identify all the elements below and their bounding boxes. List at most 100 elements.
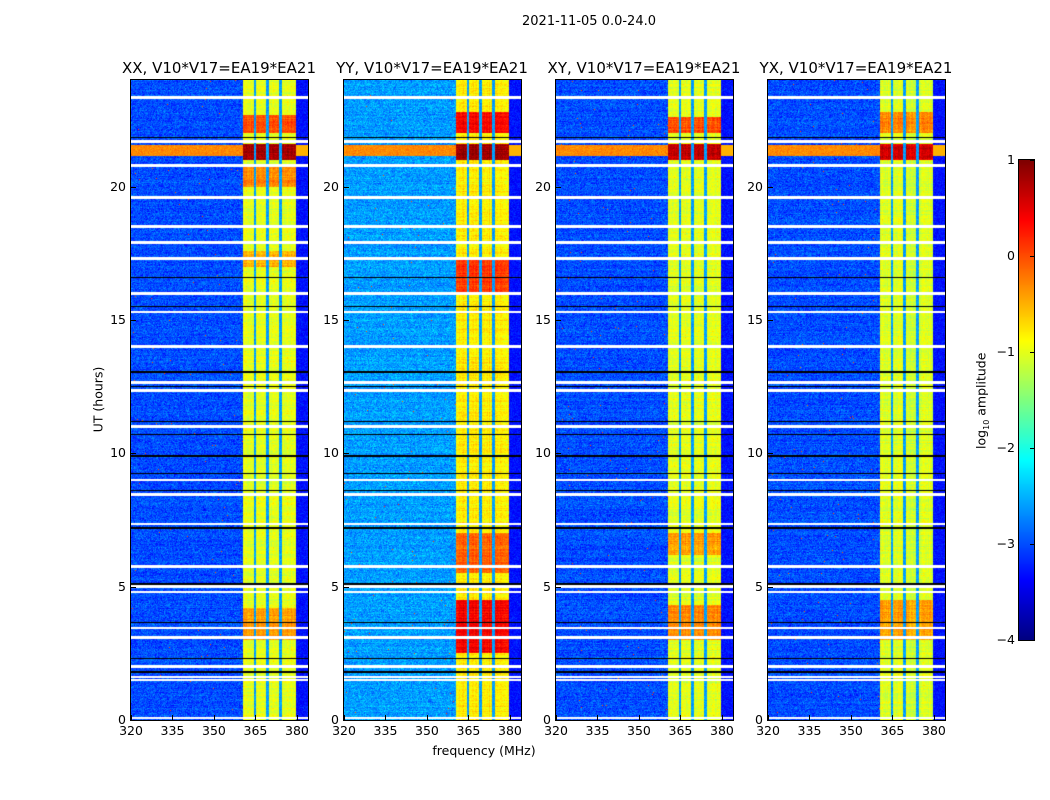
x-tick-label: 320 [332, 723, 356, 738]
y-tick-label: 0 [331, 712, 339, 727]
y-tick-label: 20 [535, 178, 551, 194]
colorbar-tick-label: −2 [996, 440, 1015, 455]
y-tick-label: 0 [543, 712, 551, 727]
y-tick-label: 0 [755, 712, 763, 727]
y-tick [344, 320, 349, 321]
colorbar-tick [1030, 352, 1034, 353]
x-tick-label: 380 [285, 723, 309, 738]
x-tick-label: 335 [160, 723, 185, 738]
y-tick-label: 10 [323, 445, 339, 461]
y-tick-label: 15 [323, 312, 339, 327]
x-tick-label: 350 [202, 723, 226, 738]
y-tick [344, 453, 349, 455]
y-tick [556, 453, 561, 455]
colorbar-tick-label: −1 [996, 344, 1015, 359]
x-tick [809, 715, 811, 720]
panel-title: XY, V10*V17=EA19*EA21 [547, 59, 741, 77]
heatmap-panel-xx [130, 79, 309, 721]
figure-title: 2021-11-05 0.0-24.0 [522, 14, 656, 29]
y-tick [556, 186, 561, 188]
y-tick [131, 186, 136, 188]
heatmap-panel-xy [555, 79, 734, 721]
panel-title: XX, V10*V17=EA19*EA21 [121, 59, 316, 77]
colorbar [1018, 159, 1035, 641]
x-tick [680, 715, 682, 720]
x-tick [638, 715, 640, 720]
x-tick [933, 715, 935, 720]
x-tick-label: 350 [415, 723, 439, 738]
x-tick [468, 715, 470, 720]
x-tick-label: 320 [544, 723, 568, 738]
y-axis-label: UT (hours) [90, 366, 106, 433]
x-tick-label: 320 [756, 723, 780, 738]
y-tick-label: 0 [118, 712, 126, 727]
y-tick-label: 10 [110, 445, 126, 461]
x-tick [721, 715, 723, 720]
x-tick [556, 715, 557, 720]
y-tick [131, 720, 136, 721]
y-tick-label: 10 [535, 445, 551, 461]
x-tick-label: 365 [880, 723, 905, 738]
x-tick-label: 380 [710, 723, 734, 738]
x-tick-label: 365 [243, 723, 268, 738]
x-tick-label: 365 [456, 723, 481, 738]
y-tick [131, 453, 136, 455]
x-tick-label: 380 [498, 723, 522, 738]
heatmap-canvas [768, 80, 945, 720]
colorbar-label-subscript: 10 [981, 419, 991, 430]
y-tick [768, 320, 773, 321]
y-tick [768, 186, 773, 188]
y-tick-label: 15 [110, 312, 126, 327]
colorbar-tick-label: 1 [1007, 152, 1015, 167]
x-tick-label: 335 [373, 723, 398, 738]
y-tick [344, 186, 349, 188]
colorbar-tick-label: 0 [1007, 248, 1015, 263]
y-tick [344, 720, 349, 721]
y-tick-label: 10 [747, 445, 763, 461]
colorbar-tick [1030, 256, 1034, 257]
heatmap-canvas [556, 80, 733, 720]
y-tick [556, 720, 561, 721]
y-tick-label: 20 [110, 178, 126, 194]
y-tick-label: 5 [331, 578, 339, 594]
heatmap-canvas [344, 80, 521, 720]
panel-title: YX, V10*V17=EA19*EA21 [759, 59, 953, 77]
heatmap-panel-yy [343, 79, 522, 721]
x-tick [509, 715, 511, 720]
x-tick [597, 715, 599, 720]
x-axis-label: frequency (MHz) [432, 743, 536, 758]
y-tick [768, 720, 773, 721]
y-tick [556, 586, 561, 588]
y-tick-label: 20 [747, 178, 763, 194]
x-tick [255, 715, 257, 720]
y-tick-label: 5 [118, 578, 126, 594]
x-tick-label: 350 [839, 723, 863, 738]
x-tick-label: 335 [585, 723, 610, 738]
y-tick-label: 5 [755, 578, 763, 594]
y-tick-label: 15 [535, 312, 551, 327]
x-tick [892, 715, 894, 720]
x-tick-label: 350 [627, 723, 651, 738]
y-tick [556, 320, 561, 321]
colorbar-label-rest: amplitude [973, 352, 989, 420]
y-tick [768, 586, 773, 588]
x-tick [850, 715, 852, 720]
heatmap-panel-yx [767, 79, 946, 721]
x-tick [426, 715, 428, 720]
colorbar-tick [1030, 160, 1034, 161]
y-tick-label: 20 [323, 178, 339, 194]
y-tick [344, 586, 349, 588]
y-tick [768, 453, 773, 455]
x-tick [768, 715, 769, 720]
colorbar-tick [1030, 544, 1034, 545]
x-tick [385, 715, 387, 720]
x-tick-label: 365 [668, 723, 693, 738]
colorbar-tick-label: −4 [996, 632, 1015, 647]
y-tick-label: 15 [747, 312, 763, 327]
heatmap-canvas [131, 80, 308, 720]
x-tick-label: 335 [797, 723, 822, 738]
x-tick [296, 715, 298, 720]
colorbar-gradient [1019, 160, 1034, 640]
x-tick-label: 320 [119, 723, 143, 738]
colorbar-tick-label: −3 [996, 536, 1015, 551]
